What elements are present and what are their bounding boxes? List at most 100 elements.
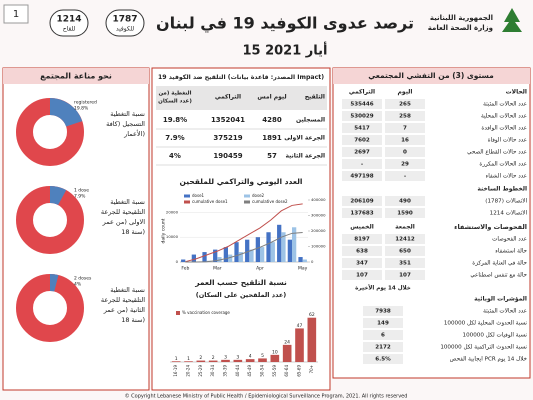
table-cell: ايجابية الفحص PCR خلال 14 يوم: [450, 357, 528, 363]
cell-bg: [385, 123, 425, 133]
left-panel-header: [3, 68, 149, 84]
table-cell: 57: [267, 152, 277, 160]
donut-title: نسبة التغطية: [110, 110, 145, 118]
table-cell: عدد الحالات المثبتة: [483, 309, 527, 315]
table-cell: 1590: [397, 211, 413, 217]
table-cell: حالة استشفاء: [495, 249, 527, 255]
daily-bar: [292, 227, 297, 262]
value-label: 4%: [74, 282, 82, 288]
daily-bar: [298, 257, 303, 262]
table-cell: 7.9%: [165, 134, 184, 142]
x-tick-label: 30-34: [210, 365, 215, 377]
table-cell: 535446: [350, 102, 373, 108]
donut-title: 18 سنة): [121, 316, 145, 324]
bar: [233, 359, 243, 362]
x-tick-label: 25-29: [198, 365, 203, 377]
table-cell: -: [361, 162, 364, 168]
column-header: الخميس: [350, 224, 374, 231]
donut-title: الاولى (من عمر: [102, 218, 146, 226]
x-tick-label: 16-19: [173, 365, 178, 377]
cell-bg: [385, 270, 425, 280]
cell-bg: [385, 258, 425, 268]
y2-tick-label: 300000: [311, 213, 326, 218]
hotline-number: 1214: [56, 15, 81, 25]
cell-bg: [342, 111, 382, 121]
daily-bar: [213, 249, 218, 262]
table-cell: 1891: [262, 134, 282, 142]
daily-bar: [181, 259, 186, 262]
slice-label: 2 doses: [74, 276, 92, 282]
slice-label: 1 dose: [74, 188, 89, 194]
daily-bar: [255, 237, 260, 262]
bar: [221, 359, 230, 362]
x-tick-label: May: [298, 266, 308, 272]
table-cell: عدد الحالات الوافدة: [481, 126, 527, 132]
cell-bg: [385, 147, 425, 157]
table-cell: 0: [403, 150, 407, 156]
x-tick-label: Feb: [181, 266, 189, 272]
donut-title: التلقيحية للجرعة: [101, 208, 145, 216]
panel-title: نحو مناعة المجتمع: [40, 72, 112, 81]
cell-bg: [385, 99, 425, 109]
chart-title: نسبة التلقيح حسب العمر: [194, 278, 287, 287]
chart-subtitle: (عدد الملقحين على السكان): [196, 291, 287, 299]
bar: [184, 361, 193, 362]
table-cell: 497198: [350, 174, 373, 180]
daily-bar: [277, 224, 282, 262]
column-header: الحالات: [506, 89, 527, 96]
hotline-label: للكوفيد: [116, 26, 134, 33]
daily-bar: [270, 242, 275, 262]
table-cell: 258: [399, 114, 411, 120]
table-cell: 530029: [350, 114, 373, 120]
table-cell: 351: [399, 261, 411, 267]
cell-bg: [342, 171, 382, 181]
table-cell: 5417: [354, 126, 370, 132]
table-cell: 7: [403, 126, 407, 132]
table-cell: 8197: [354, 237, 370, 243]
hotline-badge: [105, 9, 145, 37]
cell-bg: [385, 246, 425, 256]
ministry: وزارة الصحة العامة: [428, 24, 493, 32]
cell-bg: [342, 99, 382, 109]
table-cell: المسجلين: [296, 117, 325, 124]
section-note: خلال 14 يوم الأخيرة: [355, 284, 411, 292]
cell-bg: [385, 208, 425, 218]
table-cell: 137683: [350, 211, 373, 217]
daily-bar: [266, 232, 271, 262]
value-label: 10: [272, 349, 278, 355]
x-tick-label: 60-64: [284, 365, 289, 377]
legend-label: % vaccination coverage: [182, 310, 230, 315]
cell-bg: [385, 171, 425, 181]
hotline-label: للقاح: [63, 26, 76, 33]
bar: [171, 361, 181, 362]
table-cell: 347: [356, 261, 368, 267]
table-cell: 1352041: [211, 116, 245, 124]
title: ترصد عدوى الكوفيد 19 في لبنان: [156, 14, 414, 34]
table-cell: 638: [356, 249, 368, 255]
table-cell: 4280: [262, 116, 282, 124]
x-tick-label: Mar: [213, 266, 222, 272]
x-tick-label: 55-59: [272, 365, 277, 377]
cell-bg: [385, 135, 425, 145]
table-cell: عدد الحالات المكررة: [479, 161, 527, 168]
legend-label: cumulative dose2: [252, 199, 288, 204]
table-cell: الاتصالات (1787): [485, 199, 527, 205]
table-cell: -: [404, 174, 407, 180]
value-label: 4: [249, 354, 252, 360]
table-cell: 265: [399, 102, 411, 108]
bar: [307, 317, 317, 362]
x-tick-label: 45-49: [247, 365, 252, 377]
donut-title: التسجيل (كافة: [106, 120, 145, 128]
table-cell: نسبة الحدوث التراكمية لكل 100000: [440, 344, 527, 351]
table-cell: 7938: [375, 309, 391, 315]
column-header: التغطية (من: [158, 91, 191, 97]
daily-bar: [202, 252, 207, 262]
table-cell: 490: [399, 199, 411, 205]
table-cell: عدد الحالات المحلية: [481, 114, 527, 120]
column-header: عدد السكان): [158, 98, 192, 105]
slice-label: registered: [74, 100, 97, 106]
legend-swatch: [244, 194, 250, 198]
value-label: 2: [212, 355, 215, 361]
bar: [270, 354, 280, 362]
y-tick-label: 20000: [166, 209, 179, 214]
